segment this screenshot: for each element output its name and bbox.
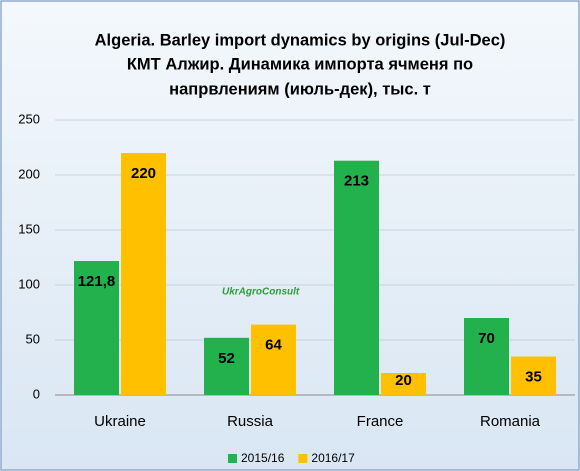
y-tick-label: 50 <box>26 331 40 346</box>
chart-subtitle: напрвлениям (июль-дек), тыс. т <box>169 80 431 98</box>
bar <box>381 373 426 395</box>
y-tick-label: 150 <box>18 221 40 236</box>
x-tick-label: Romania <box>480 413 541 430</box>
value-label: 20 <box>395 372 412 389</box>
bar <box>511 356 556 395</box>
x-tick-label: Russia <box>227 413 274 430</box>
value-label: 220 <box>131 165 156 182</box>
x-tick-label: France <box>357 413 404 430</box>
value-label: 52 <box>218 350 235 367</box>
value-label: 70 <box>478 330 495 347</box>
x-tick-label: Ukraine <box>94 413 146 430</box>
y-tick-label: 0 <box>33 386 40 401</box>
bar <box>464 318 509 395</box>
value-label: 121,8 <box>78 273 116 290</box>
bar <box>334 160 379 395</box>
chart-title: Algeria. Barley import dynamics by origi… <box>95 31 506 49</box>
legend-label: 2016/17 <box>311 451 355 465</box>
legend-swatch <box>228 454 237 463</box>
bar <box>251 324 296 395</box>
value-label: 213 <box>344 173 369 190</box>
value-label: 64 <box>265 337 282 354</box>
legend-swatch <box>298 454 308 463</box>
legend-label: 2015/16 <box>241 451 285 465</box>
chart-subtitle: КМТ Алжир. Динамика импорта ячменя по <box>127 55 473 73</box>
y-tick-label: 200 <box>18 166 40 181</box>
bar <box>121 153 166 395</box>
y-tick-label: 100 <box>18 276 40 291</box>
bar <box>204 337 249 395</box>
bar <box>74 261 119 395</box>
value-label: 35 <box>525 368 542 385</box>
watermark: UkrAgroConsult <box>222 287 300 298</box>
y-tick-label: 250 <box>18 111 40 126</box>
